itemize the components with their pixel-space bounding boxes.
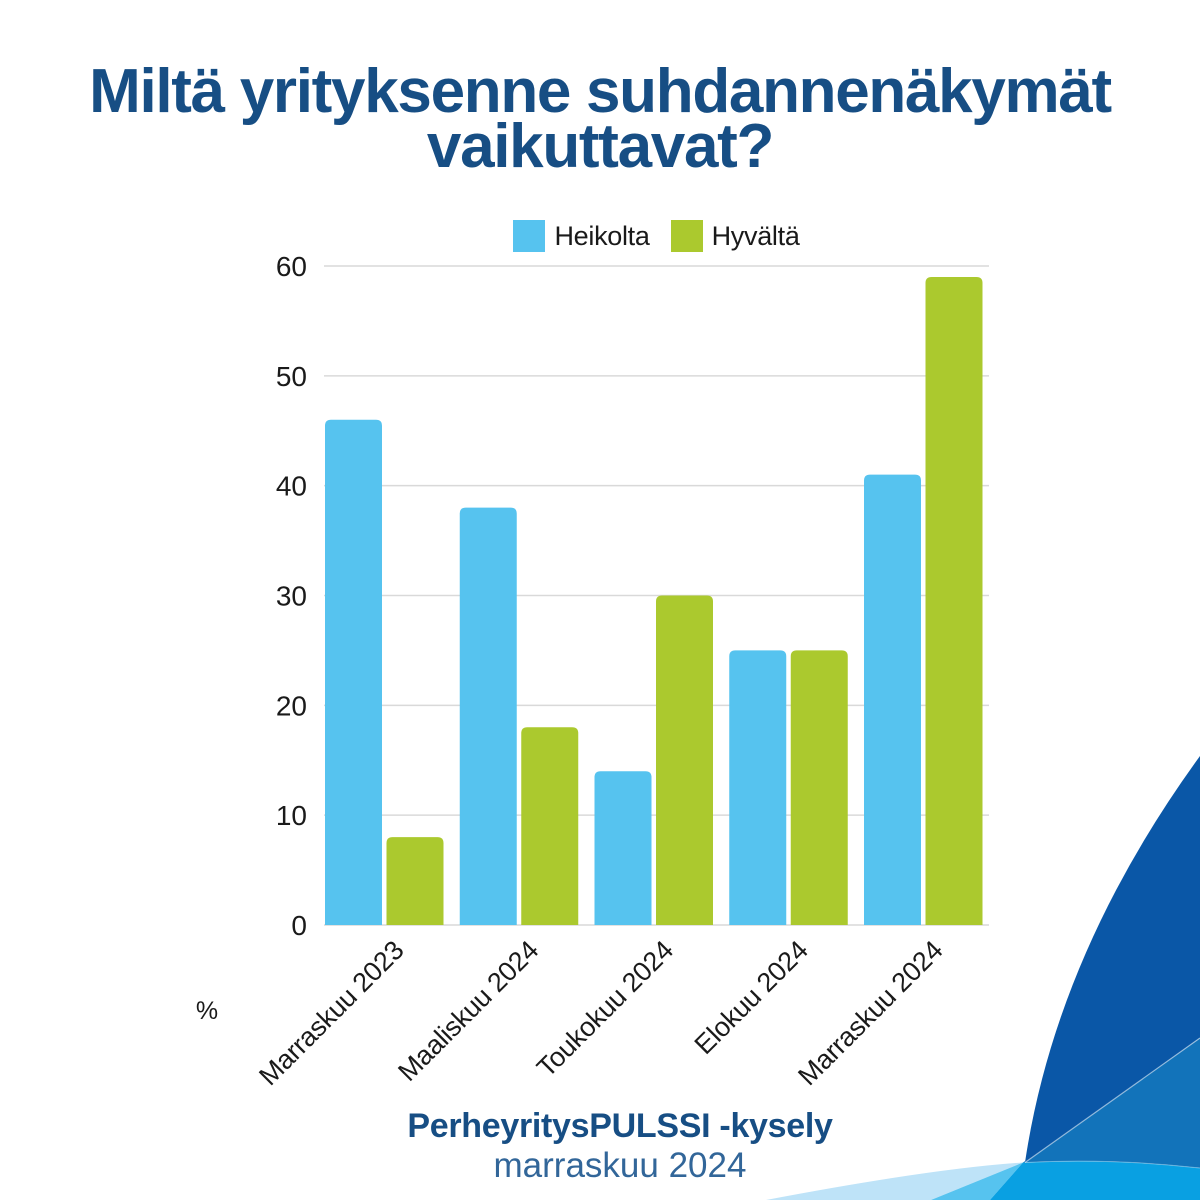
bar-heikolta-4 [729, 650, 787, 925]
y-tick-label-10: 10 [276, 800, 307, 831]
footer-date: marraskuu 2024 [493, 1146, 747, 1185]
bar-heikolta-5 [864, 474, 921, 925]
x-tick-label-1: Marraskuu 2023 [253, 935, 409, 1091]
footer-survey-name: PerheyritysPULSSI -kysely [407, 1107, 833, 1145]
bar-heikolta-2 [459, 507, 517, 925]
chart-bars [325, 276, 983, 925]
y-tick-label-60: 60 [276, 251, 307, 282]
chart-y-tick-labels: 0 10 20 30 40 50 60 [276, 251, 307, 941]
bar-hyvältä-2 [521, 727, 579, 925]
bar-hyvältä-1 [386, 837, 444, 925]
y-tick-label-20: 20 [276, 690, 307, 721]
x-tick-label-2: Maaliskuu 2024 [392, 935, 544, 1087]
legend-swatch-hyvalta [670, 220, 703, 252]
bar-hyvältä-5 [925, 276, 983, 925]
legend-label-heikolta: Heikolta [554, 220, 650, 251]
legend-swatch-heikolta [513, 220, 546, 252]
page-title: Miltä yrityksenne suhdannenäkymät vaikut… [89, 57, 1112, 181]
x-tick-label-5: Marraskuu 2024 [792, 935, 948, 1091]
bar-heikolta-1 [325, 419, 382, 925]
legend-item-heikolta: Heikolta [513, 220, 650, 252]
y-tick-label-40: 40 [276, 471, 307, 502]
y-tick-label-0: 0 [291, 910, 307, 941]
legend-label-hyvalta: Hyvältä [711, 220, 800, 251]
x-tick-label-3: Toukokuu 2024 [531, 935, 679, 1083]
bar-hyvältä-4 [790, 650, 848, 925]
bar-hyvältä-3 [656, 595, 713, 925]
y-tick-label-50: 50 [276, 361, 307, 392]
y-tick-label-30: 30 [276, 581, 307, 612]
chart-legend: Heikolta Hyvältä [324, 220, 989, 252]
y-axis-unit-label: % [196, 997, 218, 1025]
bar-heikolta-3 [594, 771, 652, 925]
legend-item-hyvalta: Hyvältä [670, 220, 800, 252]
footer: PerheyritysPULSSI -kysely marraskuu 2024 [0, 1107, 1200, 1186]
x-tick-label-4: Elokuu 2024 [689, 935, 814, 1060]
